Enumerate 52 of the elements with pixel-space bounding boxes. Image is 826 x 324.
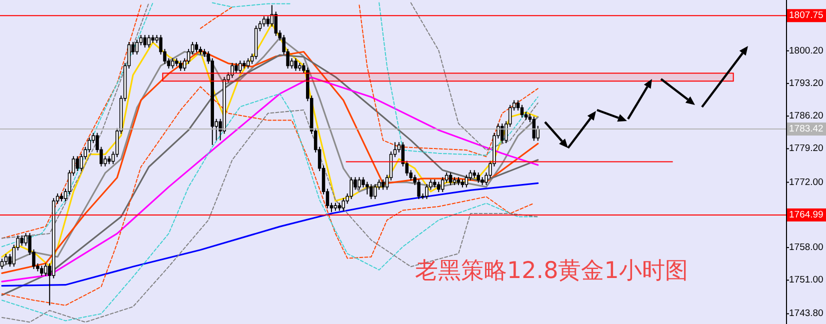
- candlestick: [500, 123, 504, 144]
- candlestick: [350, 176, 353, 200]
- candlestick: [143, 34, 147, 48]
- candlestick: [76, 156, 80, 172]
- candlestick: [381, 178, 385, 190]
- candlestick: [520, 104, 524, 118]
- candlestick: [417, 178, 420, 200]
- annotation: 老黑策略12.8黄金1小时图: [415, 258, 688, 284]
- ref-line-label: 1807.75: [789, 10, 824, 22]
- candlestick: [425, 184, 428, 200]
- candlestick: [238, 60, 242, 74]
- y-tick-label: 1786.20: [789, 110, 824, 122]
- candlestick: [0, 258, 4, 270]
- candlestick: [178, 60, 182, 72]
- candlestick: [370, 184, 373, 200]
- candlestick: [147, 34, 150, 48]
- candlestick: [358, 176, 361, 190]
- candlestick: [80, 153, 84, 172]
- candlestick: [40, 265, 44, 276]
- candlestick: [468, 170, 472, 181]
- candlestick: [234, 62, 238, 74]
- ref-line-label: 1764.99: [789, 209, 824, 220]
- candlestick: [171, 58, 174, 70]
- candlestick: [230, 62, 234, 78]
- candlestick: [464, 174, 468, 188]
- candlestick: [194, 41, 198, 53]
- candlestick: [440, 176, 444, 193]
- candlestick: [20, 234, 24, 246]
- candlestick: [374, 184, 377, 200]
- y-tick-label: 1779.20: [789, 143, 824, 154]
- candlestick: [186, 48, 190, 64]
- ref-line-label: 1783.42: [789, 124, 824, 135]
- candlestick: [44, 262, 48, 276]
- line-series: [410, 2, 538, 151]
- candlestick: [266, 16, 270, 28]
- candlestick: [342, 198, 346, 212]
- y-tick-label: 1772.00: [789, 176, 824, 188]
- y-tick-label: 1743.80: [789, 308, 824, 320]
- y-tick-label: 1758.00: [789, 242, 824, 254]
- candlestick: [516, 100, 520, 111]
- y-tick-label: 1751.00: [789, 274, 824, 286]
- candlestick: [476, 172, 480, 184]
- candlestick: [294, 58, 298, 72]
- candlestick: [437, 181, 440, 193]
- y-tick-label: 1800.20: [789, 45, 824, 56]
- candlestick: [366, 181, 369, 195]
- y-tick-label: 1793.20: [789, 78, 824, 89]
- candlestick: [448, 172, 452, 186]
- candlestick: [135, 39, 139, 56]
- candlestick: [246, 58, 250, 70]
- candlestick: [262, 16, 266, 28]
- candlestick: [4, 254, 8, 265]
